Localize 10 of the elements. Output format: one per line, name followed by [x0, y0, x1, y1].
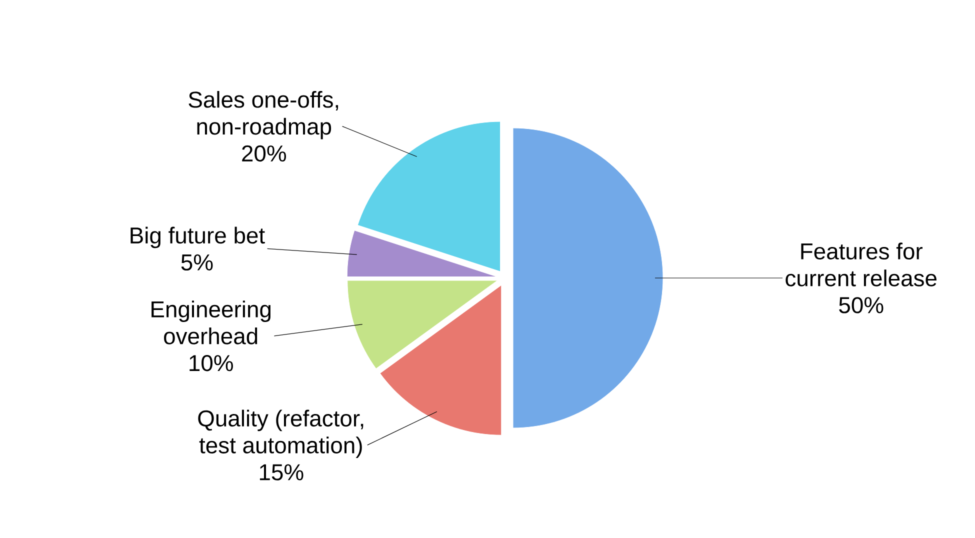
data-label: 5% [181, 254, 213, 271]
slice-label: Sales one-offs, non-roadmap [188, 90, 338, 140]
data-label: 50% [839, 297, 884, 314]
slice-label: Quality (refactor, test automation) [198, 410, 364, 458]
slice-label: Big future bet [130, 226, 265, 248]
data-label: 10% [190, 355, 233, 372]
slice-label: Engineering overhead [152, 300, 270, 344]
data-label: 15% [260, 464, 304, 480]
data-label: 20% [242, 145, 286, 162]
slice-label: Features for current release [786, 242, 936, 286]
